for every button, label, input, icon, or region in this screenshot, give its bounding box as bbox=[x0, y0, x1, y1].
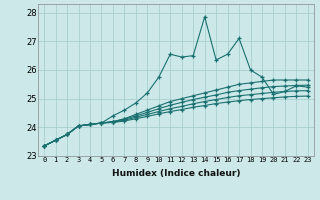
X-axis label: Humidex (Indice chaleur): Humidex (Indice chaleur) bbox=[112, 169, 240, 178]
